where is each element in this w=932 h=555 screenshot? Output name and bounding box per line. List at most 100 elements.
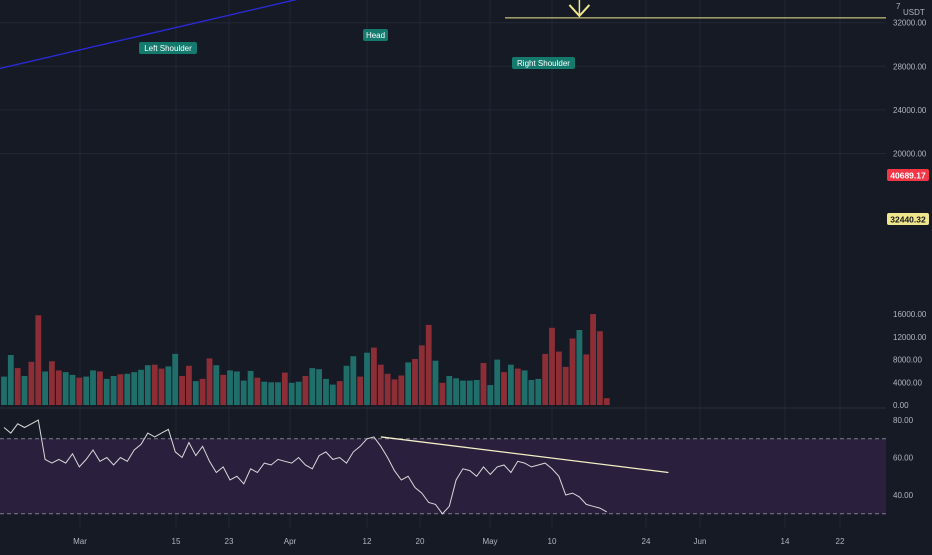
volume-bar: [69, 374, 76, 405]
volume-bar: [165, 366, 172, 405]
volume-bar: [247, 370, 254, 405]
volume-bar: [364, 352, 370, 405]
volume-bar: [425, 324, 432, 405]
volume-bar: [281, 372, 288, 405]
volume-bar: [192, 381, 199, 405]
volume-bar: [542, 353, 549, 405]
target-price-badge-bg: [887, 213, 929, 225]
x-tick-label: May: [482, 537, 497, 546]
volume-bar: [124, 373, 131, 405]
rsi-band: [0, 438, 886, 515]
price-tick-label: 28000.00: [893, 62, 927, 71]
rsi-line: [3, 419, 608, 515]
price-axis-top-tick: 7: [896, 2, 901, 11]
volume-bar: [405, 362, 412, 405]
volume-bar: [371, 347, 377, 405]
head-badge: [363, 29, 388, 41]
volume-tick-label: 12000.00: [893, 333, 927, 342]
x-tick-label: 24: [642, 537, 651, 546]
volume-bar: [309, 368, 316, 405]
volume-bar: [295, 381, 302, 405]
volume-bar: [28, 361, 35, 405]
volume-bar: [377, 364, 384, 405]
x-tick-label: 22: [836, 537, 845, 546]
left-shoulder-label: Left Shoulder: [144, 44, 192, 53]
x-tick-label: 14: [781, 537, 790, 546]
price-tick-label: 32000.00: [893, 19, 927, 28]
rsi-tick-label: 80.00: [893, 416, 914, 425]
volume-bar: [597, 331, 603, 405]
volume-bar: [439, 382, 446, 405]
volume-bar: [603, 398, 610, 405]
volume-bar: [288, 382, 295, 405]
volume-bar: [117, 374, 124, 405]
volume-bar: [220, 374, 227, 405]
right-shoulder-label: Right Shoulder: [517, 59, 570, 68]
x-tick-label: 15: [172, 537, 181, 546]
head-label: Head: [366, 31, 385, 40]
volume-bar: [412, 359, 418, 405]
x-tick-label: 23: [225, 537, 234, 546]
volume-bar: [432, 360, 439, 405]
volume-bar: [453, 378, 459, 405]
volume-bar: [90, 370, 96, 405]
volume-bar: [227, 370, 233, 405]
volume-bar: [240, 380, 247, 405]
volume-bar: [583, 354, 590, 405]
volume-bar: [97, 371, 103, 405]
volume-bar: [103, 378, 110, 405]
volume-bar: [275, 382, 281, 405]
volume-bar: [254, 377, 261, 405]
price-axis-panel: [886, 0, 932, 550]
volume-bar: [76, 377, 83, 405]
volume-bar: [487, 385, 494, 405]
volume-bar: [446, 376, 453, 405]
rsi-pane: [3, 419, 669, 515]
axes: 7 USDT 68000.0064000.0060000.0056000.005…: [73, 0, 932, 550]
volume-bar: [179, 376, 185, 405]
rsi-tick-label: 40.00: [893, 491, 914, 500]
volume-bar: [186, 365, 192, 405]
volume-bar: [514, 368, 521, 405]
volume-bar: [138, 369, 144, 405]
price-badges: 40689.17 32440.32: [887, 169, 929, 225]
x-tick-label: Mar: [73, 537, 87, 546]
volume-bar: [323, 378, 329, 405]
volume-bar: [110, 376, 117, 405]
pattern-labels: Left Shoulder Head Right Shoulder: [139, 29, 575, 69]
x-tick-label: 20: [416, 537, 425, 546]
volume-bar: [62, 372, 69, 405]
volume-bar: [357, 376, 364, 405]
volume-bar: [49, 361, 55, 405]
volume-bar: [528, 380, 535, 405]
volume-bar: [268, 382, 275, 405]
volume-tick-label: 0.00: [893, 401, 909, 410]
volume-bar: [521, 370, 528, 405]
volume-bar: [576, 330, 583, 405]
volume-bar: [7, 355, 14, 405]
moving-averages: [0, 0, 298, 70]
volume-bar: [55, 370, 62, 405]
target-price-badge: 32440.32: [890, 215, 926, 225]
volume-bar: [35, 315, 42, 405]
volume-bar: [1, 376, 7, 405]
volume-bar: [562, 366, 569, 405]
volume-bar: [350, 356, 357, 405]
volume-bar: [569, 338, 576, 405]
volume-bar: [21, 376, 28, 405]
rsi-band-fill: [0, 438, 886, 514]
volume-bar: [549, 327, 555, 405]
volume-bar: [42, 371, 48, 405]
rsi-trendline: [380, 436, 669, 474]
x-tick-label: Jun: [694, 537, 707, 546]
volume-bar: [556, 351, 562, 405]
volume-bar: [384, 373, 391, 405]
volume-bar: [131, 372, 138, 405]
volume-bar: [158, 368, 165, 405]
volume-bar: [473, 380, 480, 405]
volume-bar: [480, 363, 487, 405]
volume-bar: [535, 378, 542, 405]
volume-bar: [302, 376, 309, 405]
